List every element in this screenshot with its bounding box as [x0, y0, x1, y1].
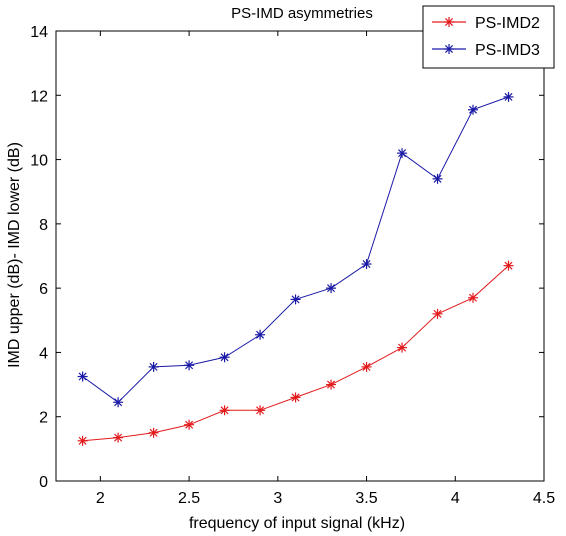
data-point: [148, 361, 159, 372]
data-point: [361, 259, 372, 270]
data-point: [255, 405, 266, 416]
data-point: [361, 361, 372, 372]
x-tick-label: 2: [96, 490, 105, 507]
data-point: [148, 427, 159, 438]
data-point: [326, 379, 337, 390]
x-tick-label: 3.5: [355, 490, 377, 507]
data-point: [184, 419, 195, 430]
data-point: [113, 397, 124, 408]
x-axis-title: frequency of input signal (kHz): [189, 515, 405, 532]
plot-area: [55, 30, 545, 482]
y-tick-label: 14: [30, 24, 48, 41]
series-ps-imd2: [77, 260, 514, 446]
data-point: [397, 148, 408, 159]
data-point: [468, 104, 479, 115]
legend-label: PS-IMD2: [475, 15, 540, 32]
legend-label: PS-IMD3: [475, 42, 540, 59]
y-tick-label: 0: [39, 474, 48, 491]
series-layer: [77, 91, 514, 446]
y-tick-label: 12: [30, 88, 48, 105]
data-point: [432, 173, 443, 184]
y-tick-label: 4: [39, 345, 48, 362]
axes: 2 2.5 3 3.5 4 4.5 0 2 4 6 8 10 12 14: [30, 24, 555, 507]
y-tick-label: 10: [30, 153, 48, 170]
legend-marker: [444, 17, 454, 27]
data-point: [113, 432, 124, 443]
y-tick-label: 6: [39, 281, 48, 298]
data-point: [290, 294, 301, 305]
legend-marker: [444, 44, 454, 54]
legend: PS-IMD2 PS-IMD3: [422, 5, 555, 69]
data-point: [503, 260, 514, 271]
y-tick-label: 2: [39, 410, 48, 427]
legend-entry: PS-IMD3: [432, 42, 540, 59]
legend-box: [422, 5, 555, 69]
y-tick-label: 8: [39, 217, 48, 234]
data-point: [397, 342, 408, 353]
data-point: [184, 360, 195, 371]
series-ps-imd3: [77, 91, 514, 408]
data-point: [77, 435, 88, 446]
chart-title: PS-IMD asymmetries: [231, 5, 373, 22]
x-tick-label: 4: [451, 490, 460, 507]
data-point: [290, 392, 301, 403]
x-tick-label: 3: [273, 490, 282, 507]
data-point: [503, 91, 514, 102]
x-tick-label: 4.5: [533, 490, 555, 507]
data-point: [468, 292, 479, 303]
y-axis-title: IMD upper (dB)- IMD lower (dB): [6, 142, 23, 368]
data-point: [432, 308, 443, 319]
x-tick-label: 2.5: [178, 490, 200, 507]
legend-entry: PS-IMD2: [432, 15, 540, 32]
data-point: [219, 352, 230, 363]
data-point: [77, 371, 88, 382]
data-point: [219, 405, 230, 416]
data-point: [326, 283, 337, 294]
data-point: [255, 329, 266, 340]
